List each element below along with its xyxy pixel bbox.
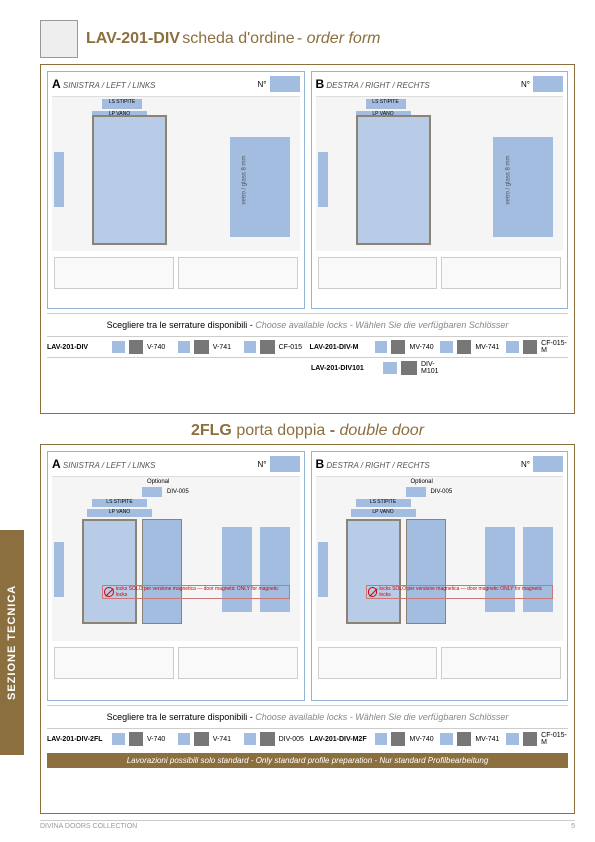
- lock-checkbox[interactable]: [244, 733, 257, 745]
- lock-checkbox[interactable]: [440, 341, 453, 353]
- panel-b-letter: B: [316, 77, 325, 91]
- lock-checkbox[interactable]: [112, 341, 125, 353]
- lock-icon: [391, 732, 405, 746]
- prohibit-icon: [368, 587, 378, 597]
- lock-checkbox[interactable]: [178, 733, 191, 745]
- hardware-a1: [54, 257, 174, 289]
- lock-row: LAV-201-DIVV-740V-741CF-015LAV-201-DIV-M…: [47, 336, 568, 357]
- lock-checkbox[interactable]: [244, 341, 257, 353]
- locks-instruction: Scegliere tra le serrature disponibili -…: [47, 313, 568, 336]
- prohibit-icon: [104, 587, 114, 597]
- note-b: locks SOLO per versione magnetica — door…: [366, 585, 554, 599]
- lock-icon: [523, 340, 537, 354]
- qty-input-a2[interactable]: [270, 456, 300, 472]
- lock-row: LAV-201-DIV101DIV-M101: [47, 357, 568, 378]
- lock-checkbox[interactable]: [375, 733, 388, 745]
- panel-a-single: A SINISTRA / LEFT / LINKS N° LS STIPITE …: [47, 71, 305, 309]
- hardware-b1: [318, 257, 438, 289]
- qty-input-b[interactable]: [533, 76, 563, 92]
- lock-checkbox[interactable]: [440, 733, 453, 745]
- lock-icon: [260, 340, 274, 354]
- panel-a-double: A SINISTRA / LEFT / LINKS N° Optional DI…: [47, 451, 305, 701]
- section-2flg-title: 2FLG porta doppia - double door: [40, 422, 575, 440]
- sidebar-tab: SEZIONE TECNICA: [0, 530, 24, 755]
- note-a: locks SOLO per versione magnetica — door…: [102, 585, 290, 599]
- lock-checkbox[interactable]: [506, 341, 519, 353]
- lock-icon: [129, 340, 143, 354]
- lock-icon: [457, 732, 471, 746]
- page-footer: DIVINA DOORS COLLECTION5: [40, 820, 575, 830]
- diagram-b-single: LS STIPITE LP VANO vetro / glass 8 mm: [316, 96, 564, 251]
- qty-input-b2[interactable]: [533, 456, 563, 472]
- panel-b-double: B DESTRA / RIGHT / RECHTS N° Optional DI…: [311, 451, 569, 701]
- lock-icon: [401, 361, 417, 375]
- diagram-b-double: Optional DIV-005 LS STIPITE LP VANO lock…: [316, 476, 564, 641]
- panel-b-single: B DESTRA / RIGHT / RECHTS N° LS STIPITE …: [311, 71, 569, 309]
- product-icon: [40, 20, 78, 58]
- lock-icon: [194, 732, 208, 746]
- lock-checkbox[interactable]: [112, 733, 125, 745]
- lock-icon: [457, 340, 471, 354]
- hardware-b2: [441, 257, 561, 289]
- lock-icon: [391, 340, 405, 354]
- lock-checkbox[interactable]: [375, 341, 388, 353]
- lock-checkbox[interactable]: [383, 362, 397, 374]
- panel-a-letter: A: [52, 77, 61, 91]
- lock-icon: [523, 732, 537, 746]
- diagram-a-double: Optional DIV-005 LS STIPITE LP VANO lock…: [52, 476, 300, 641]
- locks-instruction-2: Scegliere tra le serrature disponibili -…: [47, 705, 568, 728]
- lock-icon: [194, 340, 208, 354]
- lock-row: LAV-201-DIV-2FLV-740V-741DIV-005LAV-201-…: [47, 728, 568, 749]
- page-title: LAV-201-DIV scheda d'ordine - order form: [86, 30, 380, 48]
- diagram-a-single: LS STIPITE LP VANO vetro / glass 8 mm: [52, 96, 300, 251]
- lock-checkbox[interactable]: [178, 341, 191, 353]
- qty-input-a[interactable]: [270, 76, 300, 92]
- footer-note: Lavorazioni possibili solo standard - On…: [47, 753, 568, 768]
- lock-icon: [129, 732, 143, 746]
- lock-checkbox[interactable]: [506, 733, 519, 745]
- hardware-a2: [178, 257, 298, 289]
- lock-icon: [260, 732, 274, 746]
